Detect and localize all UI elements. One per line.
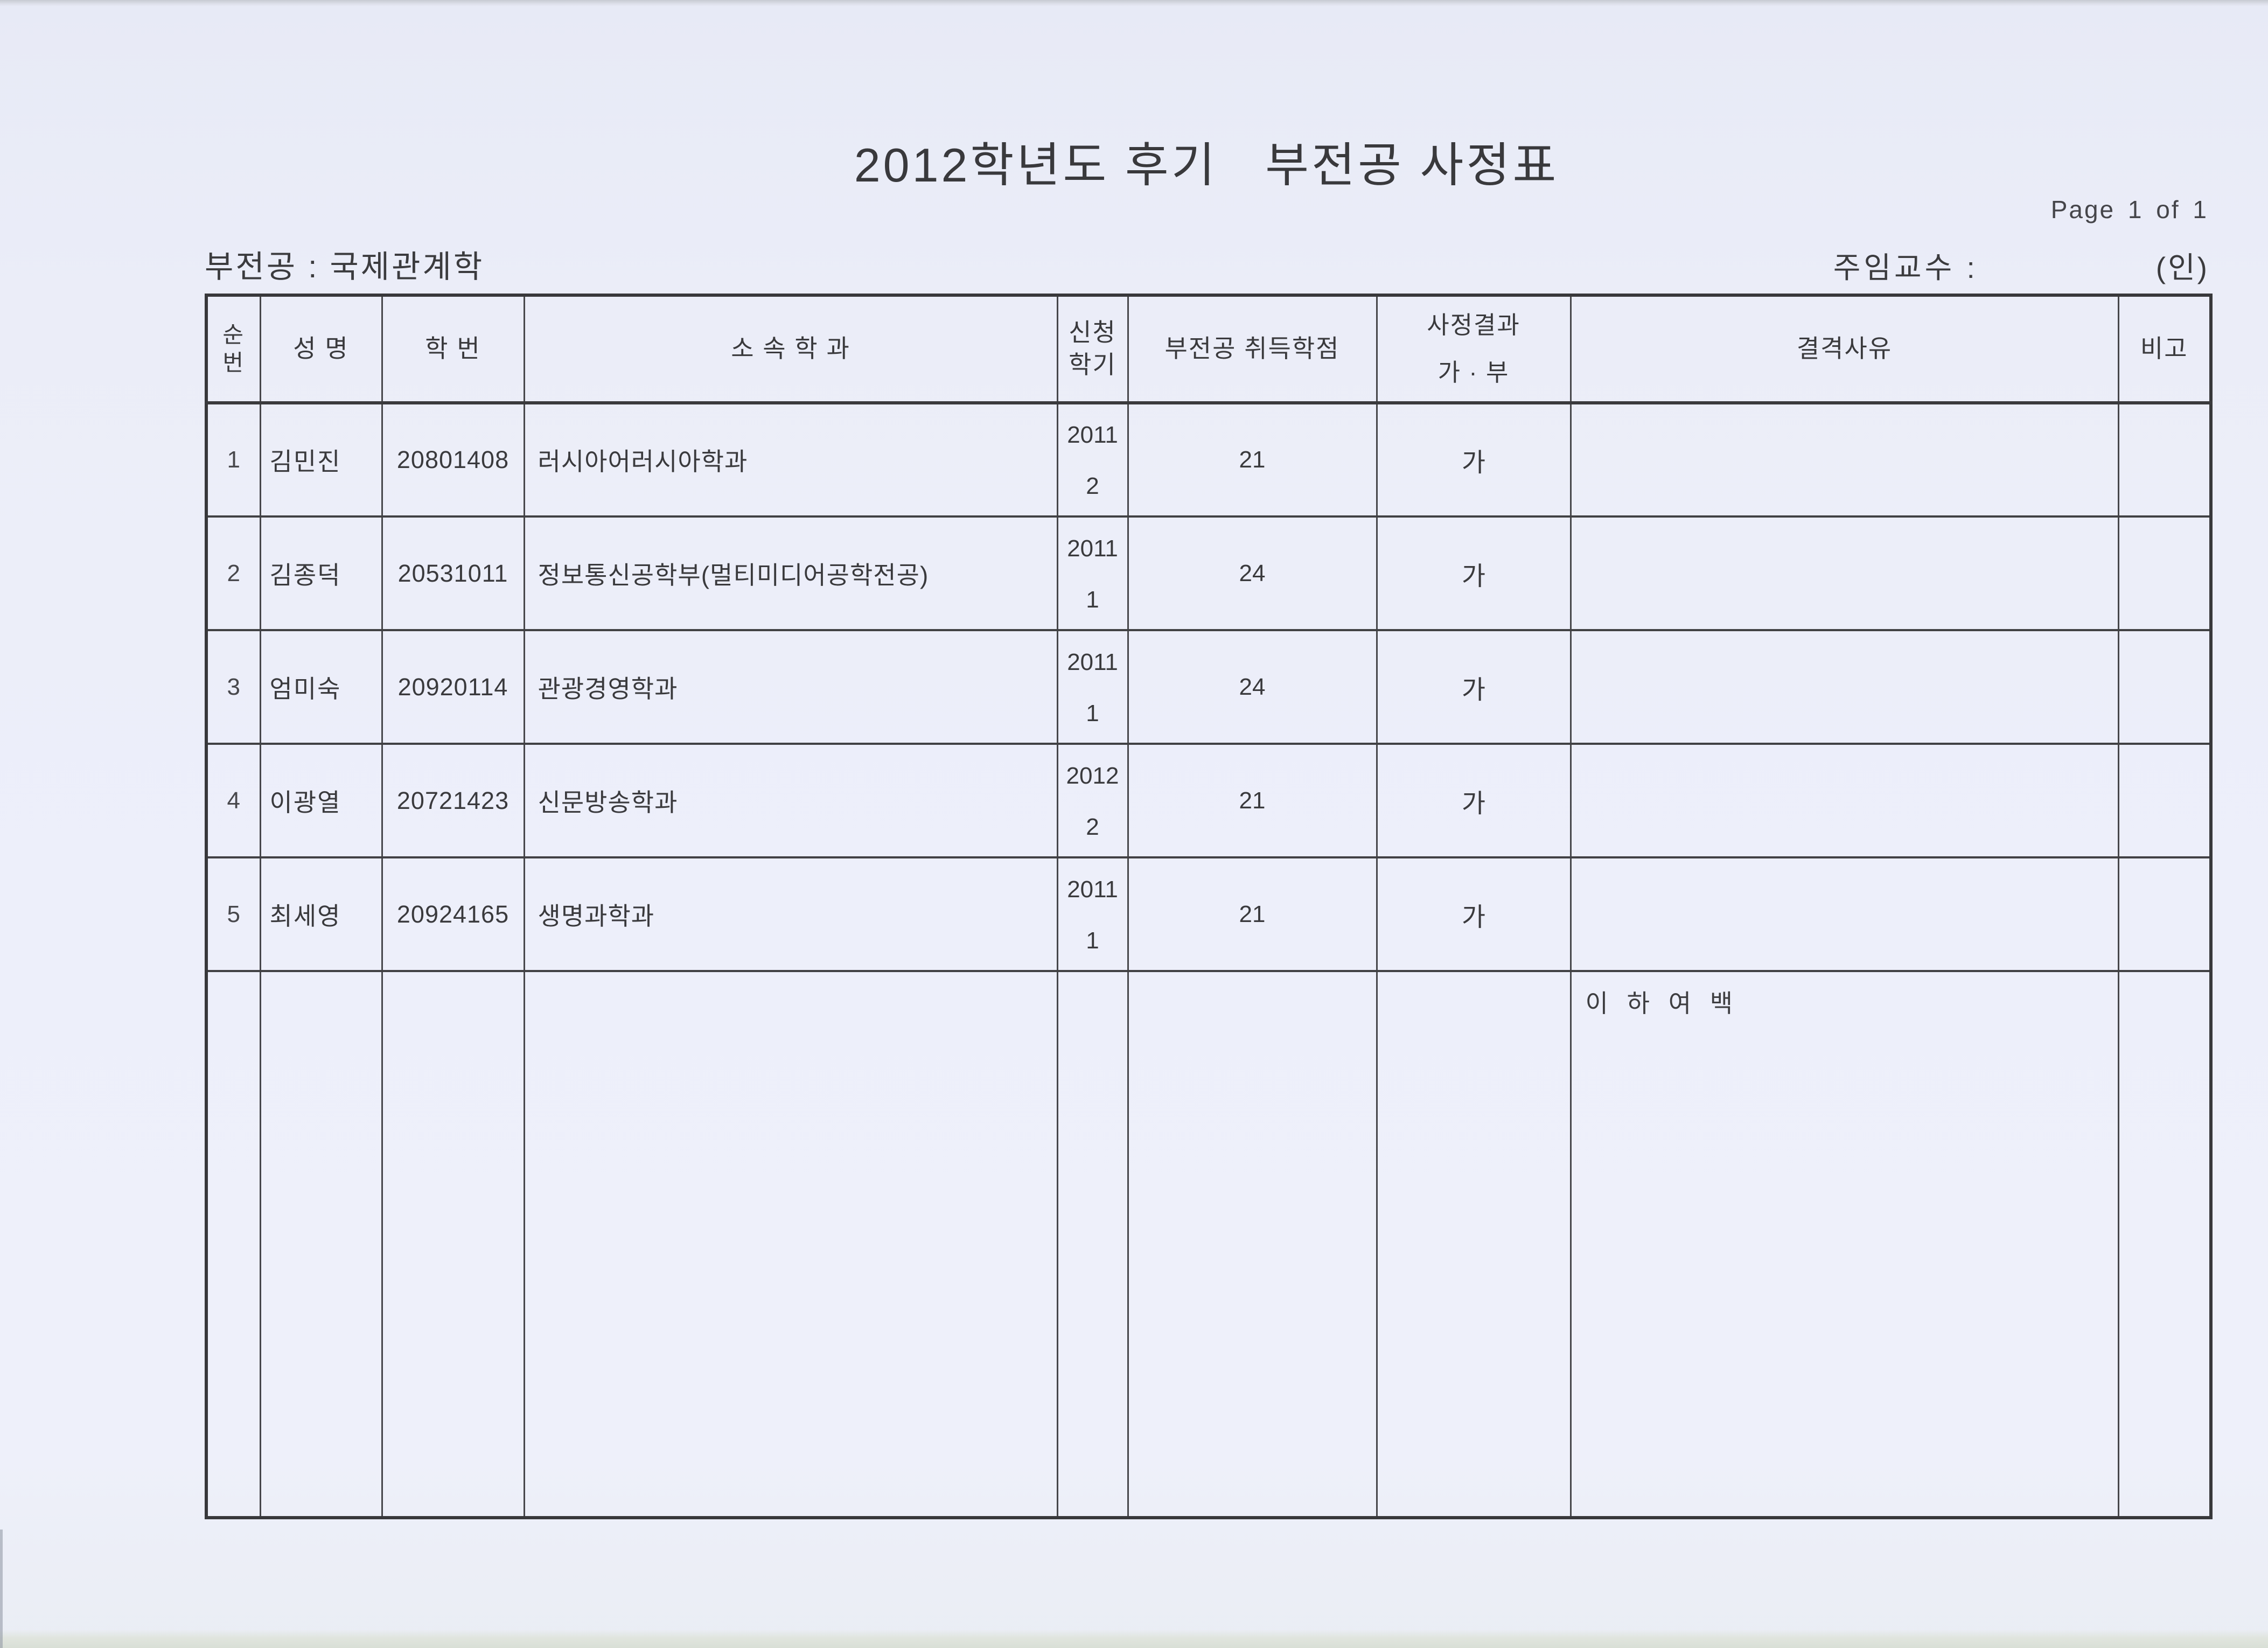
column-header-result: 사정결과 가 · 부 (1376, 294, 1572, 404)
cell-note (2117, 515, 2212, 631)
page-title: 2012학년도 후기 부전공 사정표 (854, 138, 1559, 192)
cell-semester (1056, 970, 1129, 1519)
column-header-semester: 신청 학기 (1056, 294, 1129, 404)
cell-rejection-reason (1569, 743, 2119, 858)
table-row: 4 이광열 20721423 신문방송학과 2012 2 21 가 (205, 743, 2212, 858)
cell-department: 정보통신공학부(멀티미디어공학전공) (523, 515, 1058, 631)
table-row: 5 최세영 20924165 생명과학과 2011 1 21 가 (205, 856, 2212, 972)
cell-semester: 2011 2 (1056, 402, 1129, 518)
cell-semester: 2011 1 (1056, 515, 1129, 631)
document-info-row: 부전공 : 국제관계학 주임교수 : (인) (205, 241, 2209, 287)
cell-name (259, 970, 383, 1519)
cell-note (2117, 970, 2212, 1519)
cell-student-id: 20920114 (381, 629, 525, 745)
cell-student-id: 20924165 (381, 856, 525, 972)
column-header-name: 성 명 (259, 294, 383, 404)
cell-student-id: 20531011 (381, 515, 525, 631)
cell-result (1376, 970, 1572, 1519)
cell-department: 생명과학과 (523, 856, 1058, 972)
cell-result: 가 (1376, 515, 1572, 631)
cell-note (2117, 856, 2212, 972)
cell-rejection-reason (1569, 402, 2119, 518)
cell-no: 1 (205, 402, 261, 518)
cell-note (2117, 629, 2212, 745)
cell-department: 관광경영학과 (523, 629, 1058, 745)
advisor-sign-area: 주임교수 : (인) (1833, 243, 2209, 287)
cell-credits (1127, 970, 1378, 1519)
cell-name: 김민진 (259, 402, 383, 518)
cell-result: 가 (1376, 743, 1572, 858)
scanner-edge-top (0, 0, 2268, 6)
cell-department: 러시아어러시아학과 (523, 402, 1058, 518)
cell-semester: 2011 1 (1056, 856, 1129, 972)
cell-semester: 2011 1 (1056, 629, 1129, 745)
cell-student-id: 20721423 (381, 743, 525, 858)
cell-no: 4 (205, 743, 261, 858)
advisor-label: 주임교수 : (1833, 251, 1978, 284)
column-header-rejection-reason: 결격사유 (1569, 294, 2119, 404)
cell-rejection-reason (1569, 629, 2119, 745)
minor-field-label: 부전공 : 국제관계학 (205, 249, 485, 284)
table-header: 순 번 성 명 학 번 소 속 학 과 신청 학기 부전공 취득학점 사정결과 … (205, 294, 2212, 404)
cell-name: 엄미숙 (259, 629, 383, 745)
scanner-edge-left (0, 1530, 3, 1648)
cell-department (523, 970, 1058, 1519)
cell-credits: 21 (1127, 856, 1378, 972)
cell-department: 신문방송학과 (523, 743, 1058, 858)
cell-no (205, 970, 261, 1519)
column-header-department: 소 속 학 과 (523, 294, 1058, 404)
cell-note (2117, 402, 2212, 518)
table-row: 2 김종덕 20531011 정보통신공학부(멀티미디어공학전공) 2011 1 24 가 (205, 515, 2212, 631)
cell-credits: 21 (1127, 402, 1378, 518)
cell-credits: 21 (1127, 743, 1378, 858)
cell-credits: 24 (1127, 515, 1378, 631)
table-row: 1 김민진 20801408 러시아어러시아학과 2011 2 21 가 (205, 402, 2212, 518)
cell-no: 3 (205, 629, 261, 745)
cell-result: 가 (1376, 629, 1572, 745)
page-number-indicator: Page 1 of 1 (2050, 195, 2208, 224)
table-header-row: 순 번 성 명 학 번 소 속 학 과 신청 학기 부전공 취득학점 사정결과 … (205, 294, 2212, 404)
scanner-edge-bottom (0, 1630, 2268, 1648)
cell-credits: 24 (1127, 629, 1378, 745)
cell-student-id (381, 970, 525, 1519)
cell-note (2117, 743, 2212, 858)
column-header-note: 비고 (2117, 294, 2212, 404)
column-header-student-id: 학 번 (381, 294, 525, 404)
filler-row: 이 하 여 백 (205, 970, 2212, 1519)
cell-result: 가 (1376, 402, 1572, 518)
cell-name: 최세영 (259, 856, 383, 972)
assessment-table: 순 번 성 명 학 번 소 속 학 과 신청 학기 부전공 취득학점 사정결과 … (205, 294, 2213, 1519)
cell-name: 김종덕 (259, 515, 383, 631)
cell-rejection-reason (1569, 856, 2119, 972)
cell-result: 가 (1376, 856, 1572, 972)
cell-rejection-reason (1569, 515, 2119, 631)
cell-student-id: 20801408 (381, 402, 525, 518)
seal-placeholder-label: (인) (2155, 251, 2209, 284)
column-header-credits: 부전공 취득학점 (1127, 294, 1378, 404)
cell-semester: 2012 2 (1056, 743, 1129, 858)
table-body: 1 김민진 20801408 러시아어러시아학과 2011 2 21 가 2 김종덕 205310… (205, 402, 2212, 1519)
table-row: 3 엄미숙 20920114 관광경영학과 2011 1 24 가 (205, 629, 2212, 745)
cell-no: 2 (205, 515, 261, 631)
column-header-no: 순 번 (205, 294, 261, 404)
cell-name: 이광열 (259, 743, 383, 858)
remainder-blank-note: 이 하 여 백 (1569, 970, 2119, 1519)
cell-no: 5 (205, 856, 261, 972)
